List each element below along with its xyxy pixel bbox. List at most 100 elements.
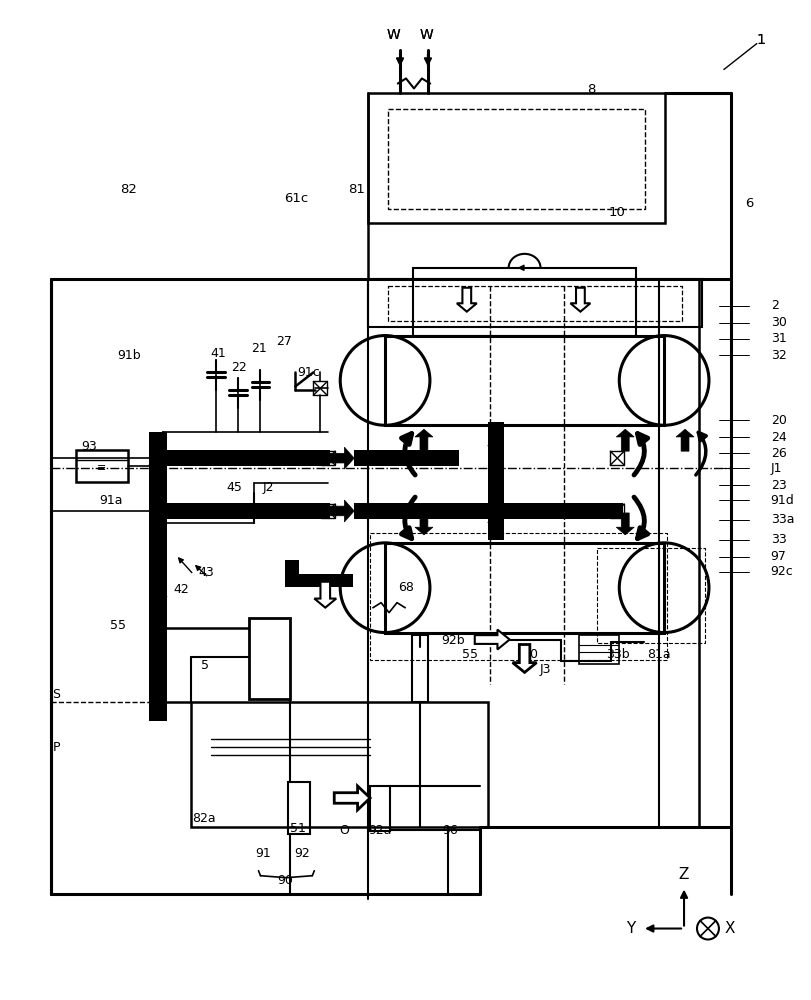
Text: 30: 30 <box>770 316 786 329</box>
Text: W: W <box>418 28 432 42</box>
Polygon shape <box>414 513 432 535</box>
Text: 93: 93 <box>81 440 97 453</box>
Bar <box>384 543 663 633</box>
Bar <box>288 782 310 834</box>
Text: J1: J1 <box>770 462 781 475</box>
Bar <box>148 432 166 721</box>
Text: 92: 92 <box>294 847 310 860</box>
Text: 2: 2 <box>770 299 778 312</box>
Bar <box>313 381 327 395</box>
Text: 90: 90 <box>277 874 293 887</box>
Bar <box>388 286 681 321</box>
Bar <box>163 503 330 519</box>
Text: 23: 23 <box>770 479 786 492</box>
Text: X: X <box>723 921 734 936</box>
Text: 92a: 92a <box>368 824 392 837</box>
Text: 33b: 33b <box>606 648 629 661</box>
Bar <box>285 560 299 587</box>
Text: 96: 96 <box>441 824 457 837</box>
Polygon shape <box>334 786 370 810</box>
Polygon shape <box>487 437 503 462</box>
Bar <box>597 548 704 643</box>
Polygon shape <box>676 429 693 451</box>
Text: 70: 70 <box>521 648 537 661</box>
Text: 33a: 33a <box>770 513 793 526</box>
Bar <box>388 109 645 209</box>
Text: 55: 55 <box>109 619 126 632</box>
Bar <box>191 702 487 827</box>
Bar <box>321 451 335 465</box>
Polygon shape <box>616 429 633 451</box>
Text: W: W <box>386 28 400 42</box>
Text: W: W <box>386 28 400 42</box>
Text: 82: 82 <box>120 183 137 196</box>
Text: 92c: 92c <box>770 565 792 578</box>
Text: 22: 22 <box>230 361 247 374</box>
Text: 91c: 91c <box>297 366 320 379</box>
Bar <box>487 422 503 540</box>
Polygon shape <box>487 506 503 531</box>
Bar <box>384 336 663 425</box>
Text: 24: 24 <box>770 431 786 444</box>
Text: 32: 32 <box>770 349 786 362</box>
Text: J3: J3 <box>539 663 551 676</box>
Bar <box>411 635 427 702</box>
Text: 43: 43 <box>199 566 214 579</box>
Bar <box>354 450 458 466</box>
Text: 8: 8 <box>586 83 594 96</box>
Text: O: O <box>339 824 349 837</box>
Text: 45: 45 <box>226 481 242 494</box>
Text: 10: 10 <box>608 206 625 219</box>
Bar <box>367 93 664 223</box>
Text: 21: 21 <box>251 342 266 355</box>
Text: 41: 41 <box>211 347 226 360</box>
Bar <box>367 279 702 327</box>
Polygon shape <box>326 447 354 469</box>
Bar <box>163 450 330 466</box>
Bar <box>76 450 128 482</box>
Text: 55: 55 <box>461 648 477 661</box>
Text: S: S <box>52 688 60 701</box>
Polygon shape <box>326 500 354 522</box>
Text: 20: 20 <box>770 414 786 427</box>
Bar <box>354 503 623 519</box>
Text: 33: 33 <box>770 533 786 546</box>
Text: 91: 91 <box>255 847 271 860</box>
Text: 1: 1 <box>755 33 764 47</box>
Polygon shape <box>314 582 336 608</box>
Bar <box>370 786 389 831</box>
Text: ≡: ≡ <box>97 463 105 473</box>
Polygon shape <box>457 288 476 312</box>
Text: 6: 6 <box>744 197 752 210</box>
Text: 91b: 91b <box>117 349 140 362</box>
Text: 4: 4 <box>159 589 166 602</box>
Text: 91d: 91d <box>770 494 793 507</box>
Polygon shape <box>616 513 633 535</box>
Text: 81a: 81a <box>646 648 670 661</box>
Bar <box>610 451 624 465</box>
Text: 82a: 82a <box>191 812 215 825</box>
Text: 92b: 92b <box>440 634 464 647</box>
Polygon shape <box>570 288 590 312</box>
Bar <box>370 533 667 660</box>
Bar <box>413 268 636 336</box>
Polygon shape <box>512 645 536 672</box>
Polygon shape <box>148 455 166 483</box>
Bar <box>248 618 290 699</box>
Text: Z: Z <box>678 867 689 882</box>
Text: 31: 31 <box>770 332 786 345</box>
Text: 51: 51 <box>290 822 306 835</box>
Text: Y: Y <box>624 921 634 936</box>
Polygon shape <box>474 630 509 649</box>
Bar <box>285 574 353 587</box>
Text: 27: 27 <box>276 335 292 348</box>
Text: 5: 5 <box>200 659 208 672</box>
Text: 26: 26 <box>770 447 786 460</box>
Text: 91a: 91a <box>99 494 122 507</box>
Text: 1: 1 <box>755 33 764 47</box>
Bar <box>321 504 335 518</box>
Polygon shape <box>414 429 432 451</box>
Text: 42: 42 <box>173 583 188 596</box>
Text: W: W <box>418 28 432 42</box>
Text: P: P <box>53 741 60 754</box>
